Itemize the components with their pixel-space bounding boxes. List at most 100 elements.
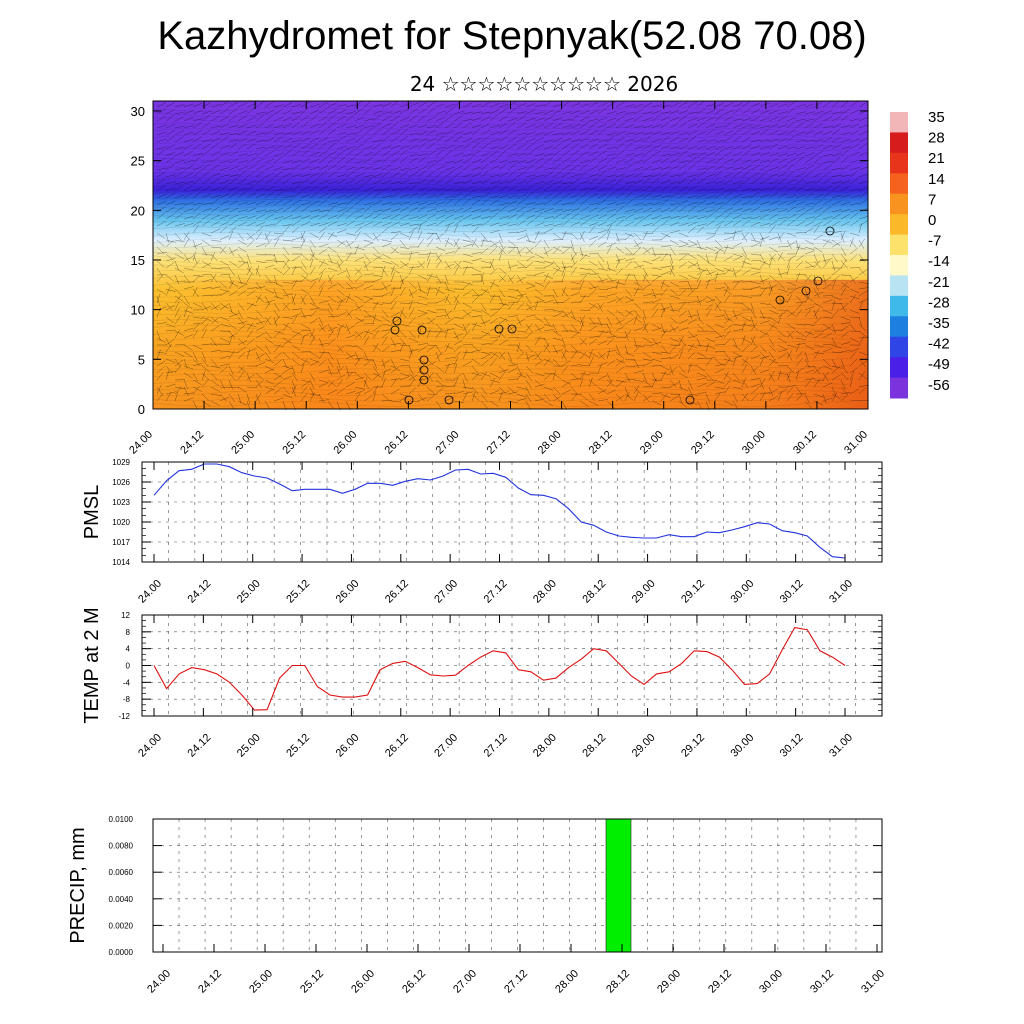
wind-barb [615, 359, 624, 367]
wind-barb [516, 212, 525, 220]
wind-barb [570, 344, 579, 353]
wind-barb [318, 272, 323, 283]
wind-barb [390, 342, 401, 346]
wind-barb [543, 199, 553, 206]
wind-barb [759, 117, 770, 122]
wind-barb [336, 202, 347, 206]
wind-barb [444, 171, 454, 178]
wind-barb [300, 221, 311, 227]
wind-barb [822, 239, 830, 248]
wind-barb [669, 102, 680, 108]
wind-barb [327, 202, 338, 206]
wind-barb [768, 337, 775, 347]
wind-barb [786, 214, 797, 220]
wind-barb [660, 166, 671, 171]
wind-barb [579, 337, 587, 346]
colorbar-swatch [890, 173, 908, 195]
wind-barb [192, 274, 203, 277]
wind-barb [255, 285, 266, 290]
wind-barb [669, 295, 680, 299]
wind-barb [642, 358, 653, 362]
wind-barb [804, 274, 812, 283]
wind-barb [669, 393, 680, 395]
wind-barb [840, 316, 851, 321]
wind-barb [498, 330, 506, 339]
colorbar-label: -7 [928, 233, 941, 250]
wind-barb [696, 139, 707, 143]
wind-barb [408, 316, 417, 325]
wind-barb [381, 329, 392, 332]
wind-barb [489, 400, 499, 407]
wind-barb [633, 379, 644, 382]
wind-barb [318, 399, 329, 402]
wind-barb [327, 351, 334, 361]
wind-barb [849, 377, 853, 388]
wind-barb [858, 399, 869, 402]
wind-barb [309, 280, 317, 290]
wind-barb [642, 132, 653, 136]
wind-barb [597, 241, 607, 248]
wind-barb [480, 400, 488, 409]
wind-barb [255, 132, 266, 136]
wind-barb [507, 367, 517, 374]
wind-barb [264, 264, 275, 269]
pmsl-y-tick-label: 1014 [112, 558, 130, 567]
wind-barb [669, 206, 679, 213]
wind-barb [705, 139, 716, 143]
wind-barb [453, 339, 463, 346]
wind-barb [651, 124, 662, 129]
wind-barb [525, 214, 536, 220]
wind-barb [390, 111, 401, 115]
wind-barb [372, 325, 382, 332]
wind-barb [759, 110, 770, 115]
wind-barb [408, 344, 413, 355]
wind-barb [804, 344, 814, 350]
wind-barb [615, 395, 625, 402]
wind-barb [786, 255, 796, 262]
wind-barb [489, 174, 500, 178]
wind-barb [714, 363, 725, 367]
wind-barb [624, 309, 634, 316]
wind-barb [174, 136, 184, 143]
wind-barb [471, 111, 482, 115]
wind-barb [741, 200, 752, 206]
wind-barb [471, 323, 482, 327]
wind-barb [471, 386, 479, 395]
wind-barb [813, 302, 823, 308]
wind-barb [444, 160, 455, 164]
wind-barb [732, 151, 743, 157]
wind-barb [363, 297, 373, 304]
wind-barb [543, 131, 554, 136]
wind-barb [597, 233, 607, 241]
wind-barb [435, 116, 446, 122]
wind-barb [219, 246, 227, 255]
wind-barb [255, 111, 266, 115]
wind-barb [399, 275, 409, 283]
wind-barb [192, 239, 197, 250]
wind-barb [264, 186, 275, 192]
wind-barb [714, 272, 718, 283]
wind-barb [705, 393, 711, 404]
wind-barb [309, 246, 315, 257]
wind-barb [264, 201, 275, 206]
wind-barb [345, 205, 355, 213]
wind-barb [705, 188, 716, 192]
wind-barb [462, 309, 471, 317]
wind-barb [669, 337, 680, 343]
wind-barb [786, 351, 793, 361]
wind-barb [183, 231, 190, 241]
wind-barb [804, 308, 812, 318]
wind-barb [498, 216, 509, 220]
wind-barb [714, 205, 723, 213]
wind-barb [831, 268, 841, 276]
wind-barb [156, 124, 167, 129]
wind-barb [228, 102, 238, 108]
wind-barb [426, 232, 435, 241]
wind-barb [579, 191, 589, 199]
wind-barb [408, 337, 419, 343]
wind-barb [552, 223, 563, 227]
wind-barb [705, 220, 715, 227]
wind-barb [606, 224, 612, 234]
wind-barb [732, 145, 743, 150]
wind-barb [705, 195, 716, 199]
